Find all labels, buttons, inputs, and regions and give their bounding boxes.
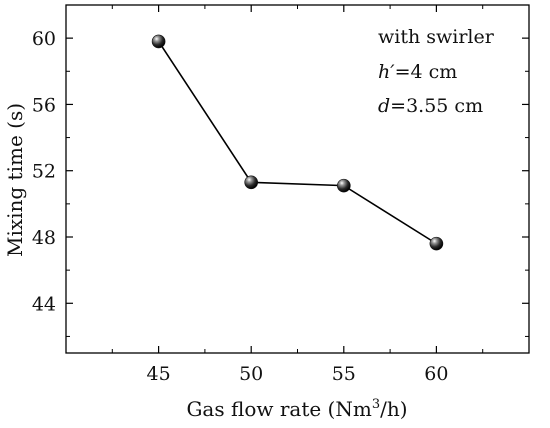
annotation-diameter-value: =3.55 cm [390, 95, 483, 117]
data-point-60 [429, 236, 444, 251]
annotation-diameter: d=3.55 cm [378, 95, 483, 117]
x-axis-title-main: Gas flow rate (Nm [186, 397, 371, 421]
x-tick-label-45: 45 [147, 363, 171, 385]
annotation-height: h′=4 cm [378, 61, 457, 83]
axes-layer: 45 50 55 60 44 48 52 56 60 [32, 4, 529, 385]
series-line-0 [157, 41, 437, 245]
data-point-45 [151, 34, 166, 49]
annotation-swirler: with swirler [378, 26, 495, 48]
y-axis-title: Mixing time (s) [3, 103, 27, 257]
x-axis-title: Gas flow rate (Nm3/h) [186, 397, 407, 421]
y-tick-label-48: 48 [32, 227, 56, 249]
y-tick-label-56: 56 [32, 94, 56, 116]
x-tick-label-60: 60 [424, 363, 448, 385]
annotation-diameter-symbol: d [378, 95, 390, 117]
data-point-55 [336, 178, 351, 193]
annotation-height-value: =4 cm [395, 61, 458, 83]
y-tick-label-44: 44 [32, 293, 56, 315]
x-axis-title-tail: /h) [380, 397, 407, 421]
data-point-50 [244, 175, 258, 190]
x-axis-title-sup: 3 [372, 397, 380, 412]
x-tick-label-50: 50 [239, 363, 263, 385]
annotation-height-symbol: h′ [378, 61, 395, 83]
y-tick-label-60: 60 [32, 28, 56, 50]
plot-frame [65, 4, 530, 354]
data-layer [151, 34, 444, 251]
y-tick-label-52: 52 [32, 161, 56, 183]
x-tick-label-55: 55 [332, 363, 356, 385]
